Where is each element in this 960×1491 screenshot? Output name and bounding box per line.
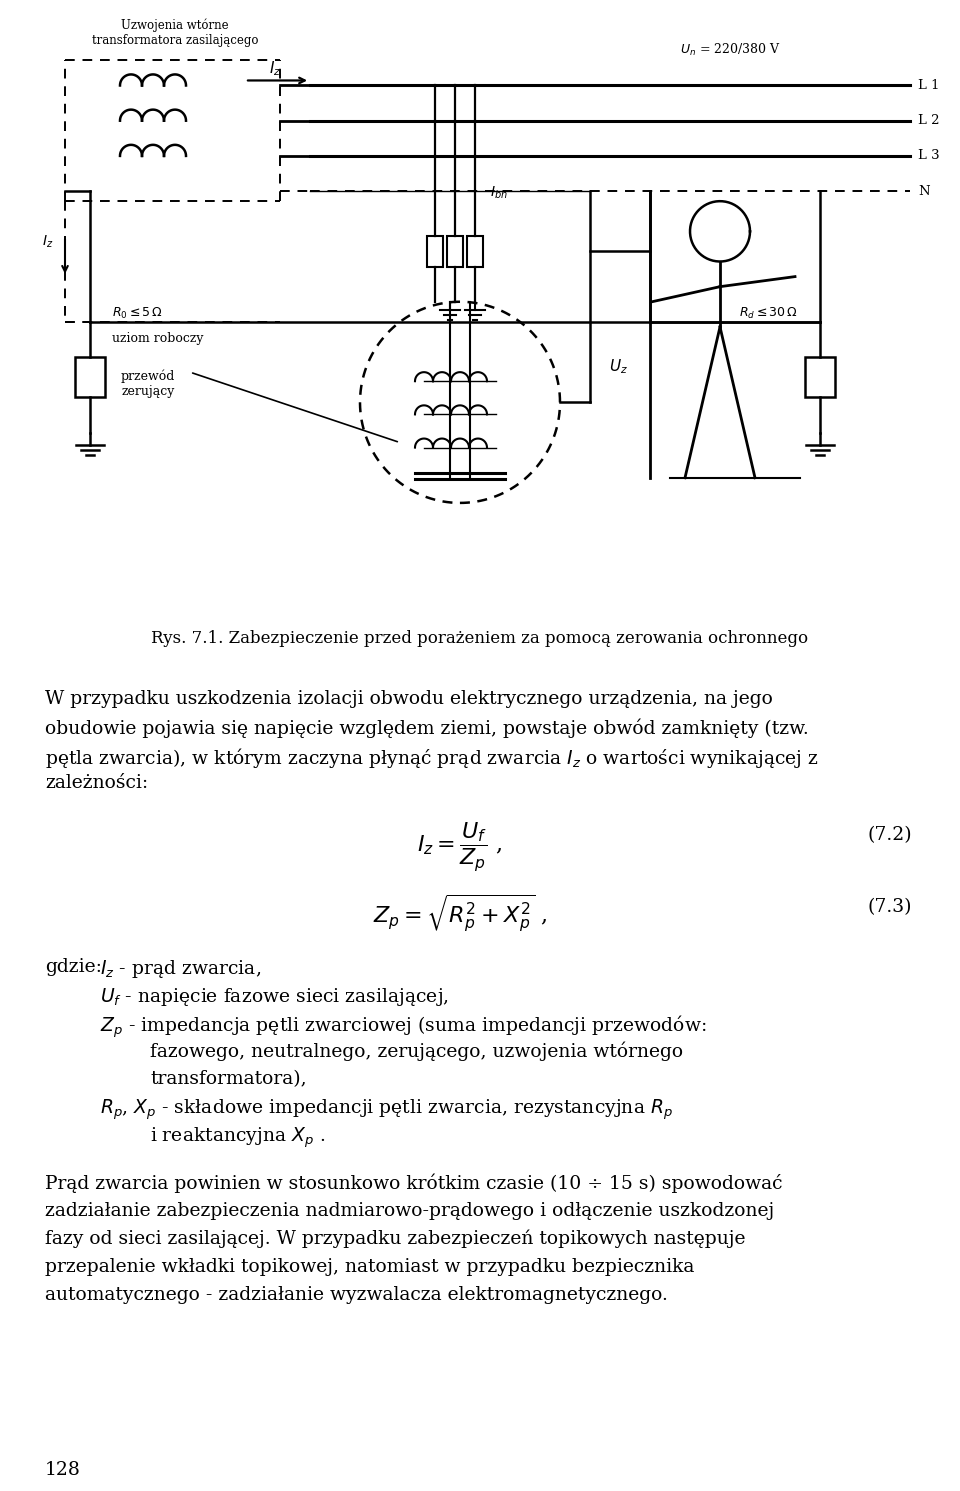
Text: (7.3): (7.3)	[868, 899, 912, 917]
Text: $U_n$ = 220/380 V: $U_n$ = 220/380 V	[680, 42, 780, 58]
Text: fazy od sieci zasilającej. W przypadku zabezpieczeń topikowych następuje: fazy od sieci zasilającej. W przypadku z…	[45, 1230, 746, 1248]
Text: N: N	[918, 185, 929, 198]
Text: transformatora),: transformatora),	[150, 1069, 306, 1087]
Text: Uzwojenia wtórne: Uzwojenia wtórne	[121, 18, 228, 31]
Text: $I_z = \dfrac{U_f}{Z_p}$ ,: $I_z = \dfrac{U_f}{Z_p}$ ,	[418, 820, 502, 874]
Text: L 1: L 1	[918, 79, 940, 92]
Text: $I_z$: $I_z$	[41, 233, 53, 249]
Text: $R_0 \leq 5\,\Omega$: $R_0 \leq 5\,\Omega$	[112, 306, 163, 322]
Bar	[805, 356, 835, 397]
Text: 128: 128	[45, 1461, 81, 1479]
Text: $R_p$, $X_p$ - składowe impedancji pętli zwarcia, rezystancyjna $R_p$: $R_p$, $X_p$ - składowe impedancji pętli…	[100, 1097, 673, 1123]
Text: automatycznego - zadziałanie wyzwalacza elektromagnetycznego.: automatycznego - zadziałanie wyzwalacza …	[45, 1285, 668, 1303]
Text: $I_z$: $I_z$	[269, 60, 281, 78]
Text: $Z_p = \sqrt{R_p^2 + X_p^2}$ ,: $Z_p = \sqrt{R_p^2 + X_p^2}$ ,	[372, 893, 547, 935]
Text: $Z_p$ - impedancja pętli zwarciowej (suma impedancji przewodów:: $Z_p$ - impedancja pętli zwarciowej (sum…	[100, 1014, 707, 1041]
Text: zależności:: zależności:	[45, 774, 148, 792]
Text: L 3: L 3	[918, 149, 940, 163]
Bar	[447, 237, 463, 267]
Text: pętla zwarcia), w którym zaczyna płynąć prąd zwarcia $I_z$ o wartości wynikające: pętla zwarcia), w którym zaczyna płynąć …	[45, 747, 819, 771]
Text: zadziałanie zabezpieczenia nadmiarowo-prądowego i odłączenie uszkodzonej: zadziałanie zabezpieczenia nadmiarowo-pr…	[45, 1202, 775, 1220]
Text: Prąd zwarcia powinien w stosunkowo krótkim czasie (10 ÷ 15 s) spowodować: Prąd zwarcia powinien w stosunkowo krótk…	[45, 1173, 782, 1193]
Text: i reaktancyjna $X_p$ .: i reaktancyjna $X_p$ .	[150, 1126, 325, 1150]
Bar	[467, 237, 483, 267]
Bar	[427, 237, 443, 267]
Text: gdzie:: gdzie:	[45, 957, 102, 975]
Text: przewód
zerujący: przewód zerujący	[121, 370, 175, 398]
Text: $R_d \leq 30\,\Omega$: $R_d \leq 30\,\Omega$	[739, 306, 798, 322]
Text: W przypadku uszkodzenia izolacji obwodu elektrycznego urządzenia, na jego: W przypadku uszkodzenia izolacji obwodu …	[45, 690, 773, 708]
Text: przepalenie wkładki topikowej, natomiast w przypadku bezpiecznika: przepalenie wkładki topikowej, natomiast…	[45, 1258, 694, 1276]
Text: $U_z$: $U_z$	[609, 358, 628, 377]
Text: obudowie pojawia się napięcie względem ziemi, powstaje obwód zamknięty (tzw.: obudowie pojawia się napięcie względem z…	[45, 719, 808, 738]
Text: $I_z$ - prąd zwarcia,: $I_z$ - prąd zwarcia,	[100, 957, 261, 980]
Text: $I_{bn}$: $I_{bn}$	[490, 185, 508, 201]
Text: $U_f$ - napięcie fazowe sieci zasilającej,: $U_f$ - napięcie fazowe sieci zasilające…	[100, 986, 449, 1008]
Text: transformatora zasilającego: transformatora zasilającego	[92, 34, 258, 46]
Text: fazowego, neutralnego, zerującego, uzwojenia wtórnego: fazowego, neutralnego, zerującego, uzwoj…	[150, 1042, 684, 1062]
Text: uziom roboczy: uziom roboczy	[112, 332, 204, 346]
Text: Rys. 7.1. Zabezpieczenie przed porażeniem za pomocą zerowania ochronnego: Rys. 7.1. Zabezpieczenie przed porażenie…	[152, 631, 808, 647]
Text: L 2: L 2	[918, 115, 940, 127]
Text: (7.2): (7.2)	[868, 826, 912, 844]
Bar	[75, 356, 105, 397]
